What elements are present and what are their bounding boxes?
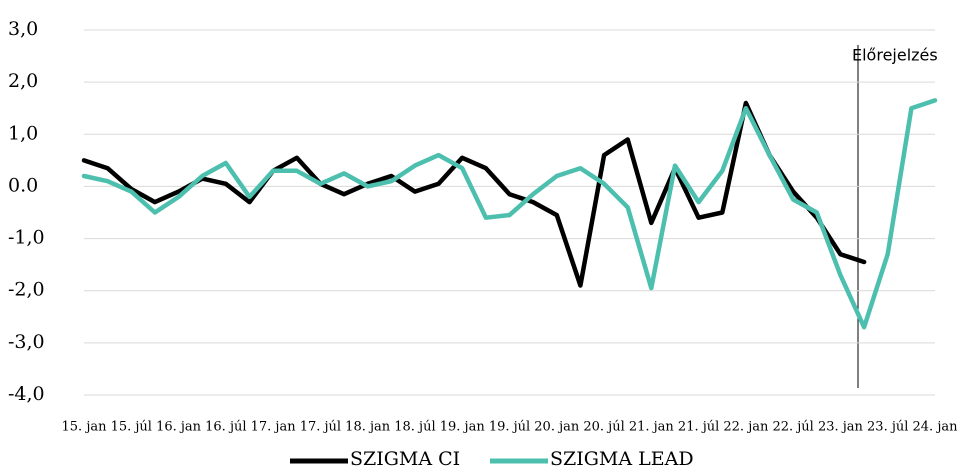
x-tick-label: 19. júl [489,420,530,435]
x-tick-label: 22. júl [772,420,813,435]
y-tick-label: -1,0 [8,227,45,249]
y-tick-label: 2,0 [8,70,38,92]
series-line [81,98,938,330]
y-tick-label: 3,0 [8,18,38,40]
x-tick-label: 24. jan [913,420,959,435]
annotation: Előrejelzés [852,46,938,65]
x-tick-label: 17. júl [300,420,341,435]
legend-label: SZIGMA CI [350,448,460,470]
x-tick-label: 23. júl [867,420,908,435]
x-tick-label: 19. jan [440,420,486,435]
x-tick-label: 20. júl [583,420,624,435]
series-line [81,100,867,288]
y-tick-label: 1,0 [8,122,38,144]
x-tick-label: 15. jan [62,420,108,435]
x-tick-label: 20. jan [534,420,580,435]
x-tick-label: 23. jan [818,420,864,435]
x-tick-label: 17. jan [251,420,297,435]
x-tick-label: 21. jan [629,420,675,435]
x-tick-label: 21. júl [678,420,719,435]
x-tick-label: 16. jan [156,420,202,435]
y-tick-label: -2,0 [8,279,45,301]
x-tick-label: 18. jan [345,420,391,435]
x-tick-label: 18. júl [394,420,435,435]
y-tick-label: -3,0 [8,331,45,353]
x-tick-label: 15. júl [111,420,152,435]
x-tick-label: 22. jan [723,420,769,435]
x-tick-label: 16. júl [205,420,246,435]
y-tick-label: 0.0 [8,174,38,196]
y-tick-label: -4,0 [8,383,45,405]
legend-label: SZIGMA LEAD [550,448,694,470]
